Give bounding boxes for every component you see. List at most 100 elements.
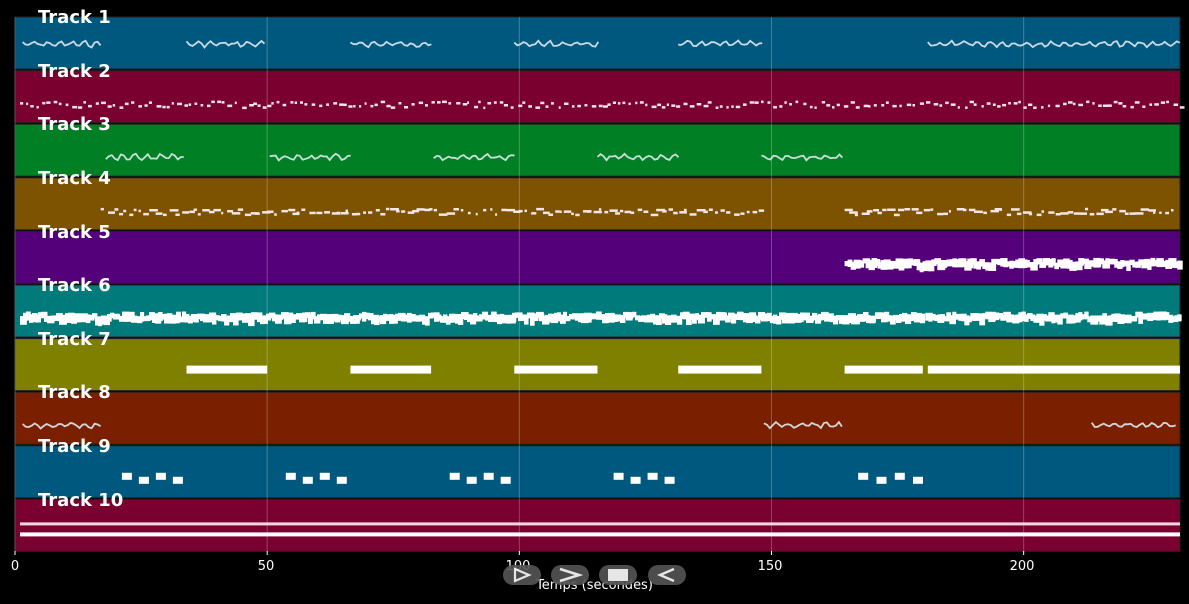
note-trace <box>596 152 680 162</box>
note-mark <box>1147 312 1154 322</box>
note-mark <box>666 103 669 106</box>
note-mark <box>1078 103 1083 107</box>
note-mark <box>86 314 91 324</box>
x-tick-label: 50 <box>257 559 275 574</box>
note-mark <box>981 105 984 108</box>
note-mark <box>1041 210 1044 213</box>
note-mark <box>288 208 296 212</box>
x-tick-label: 0 <box>10 559 20 574</box>
play-outline-button[interactable] <box>503 565 541 585</box>
note-mark <box>943 315 948 322</box>
note-mark <box>323 316 328 324</box>
note-mark <box>92 313 98 319</box>
note-mark <box>898 208 905 212</box>
note-mark <box>1177 314 1182 321</box>
note-mark <box>647 472 658 480</box>
note-mark <box>1015 259 1022 268</box>
note-mark <box>364 102 367 105</box>
note-mark <box>664 476 675 484</box>
note-mark <box>512 312 517 322</box>
note-mark <box>424 208 431 212</box>
note-mark <box>1030 314 1036 322</box>
note-mark <box>713 315 720 325</box>
note-mark <box>285 472 296 480</box>
note-mark <box>456 102 461 105</box>
note-mark <box>248 316 255 327</box>
note-mark <box>257 312 263 323</box>
note-mark <box>913 476 923 484</box>
note-mark <box>329 314 335 324</box>
note-mark <box>101 101 106 105</box>
note-mark <box>555 210 560 213</box>
note-mark <box>155 472 166 480</box>
note-mark <box>163 213 167 217</box>
note-mark <box>800 312 806 320</box>
note-mark <box>809 315 815 322</box>
note-mark <box>1041 106 1044 109</box>
note-mark <box>380 213 386 216</box>
note-mark <box>1112 208 1117 211</box>
note-mark <box>779 105 783 108</box>
note-mark <box>847 259 853 267</box>
note-mark <box>100 207 104 211</box>
note-mark <box>363 211 366 214</box>
note-mark <box>429 208 433 211</box>
note-mark <box>311 103 316 106</box>
note-mark <box>696 103 702 106</box>
note-mark <box>58 102 62 106</box>
note-mark <box>1012 261 1018 268</box>
note-mark <box>237 208 244 211</box>
rewind-button[interactable] <box>648 565 686 585</box>
note-mark <box>968 208 976 212</box>
note-mark <box>1075 261 1083 271</box>
note-mark <box>1148 209 1156 212</box>
note-mark <box>278 314 284 320</box>
note-mark <box>868 105 871 108</box>
note-mark <box>752 315 757 323</box>
note-mark <box>253 102 257 105</box>
forward-button[interactable] <box>551 565 589 585</box>
note-trace <box>269 152 351 162</box>
note-mark <box>497 316 503 325</box>
note-mark <box>493 101 497 104</box>
note-mark <box>319 472 330 480</box>
note-mark <box>341 315 349 325</box>
note-mark <box>1168 314 1174 323</box>
note-mark <box>933 103 939 106</box>
note-mark <box>108 211 115 214</box>
note-mark <box>635 315 641 321</box>
note-mark <box>661 106 666 109</box>
note-mark <box>490 208 493 211</box>
note-mark <box>176 311 181 320</box>
note-mark <box>898 261 905 271</box>
note-line <box>20 532 1180 537</box>
note-mark <box>500 313 505 324</box>
note-mark <box>30 105 34 108</box>
note-mark <box>628 102 631 106</box>
note-mark <box>1140 208 1149 211</box>
track-title: Track 3 <box>38 114 111 135</box>
note-mark <box>138 209 141 213</box>
stop-button[interactable] <box>599 565 637 585</box>
note-mark <box>1096 212 1104 216</box>
note-mark <box>992 103 996 106</box>
note-mark <box>466 476 477 484</box>
note-mark <box>1120 314 1126 322</box>
note-mark <box>119 106 124 109</box>
note-mark <box>407 312 412 323</box>
note-mark <box>343 103 347 107</box>
note-mark <box>1013 102 1018 105</box>
note-mark <box>50 315 55 322</box>
note-mark <box>348 105 353 108</box>
note-mark <box>149 312 155 321</box>
note-mark <box>725 315 731 323</box>
note-mark <box>855 106 860 109</box>
note-mark <box>112 104 116 107</box>
note-mark <box>784 101 787 104</box>
note-mark <box>1098 104 1102 107</box>
note-mark <box>557 312 562 322</box>
note-mark <box>1030 262 1038 271</box>
note-mark <box>540 101 545 105</box>
note-mark <box>689 105 695 108</box>
note-mark <box>965 106 968 109</box>
